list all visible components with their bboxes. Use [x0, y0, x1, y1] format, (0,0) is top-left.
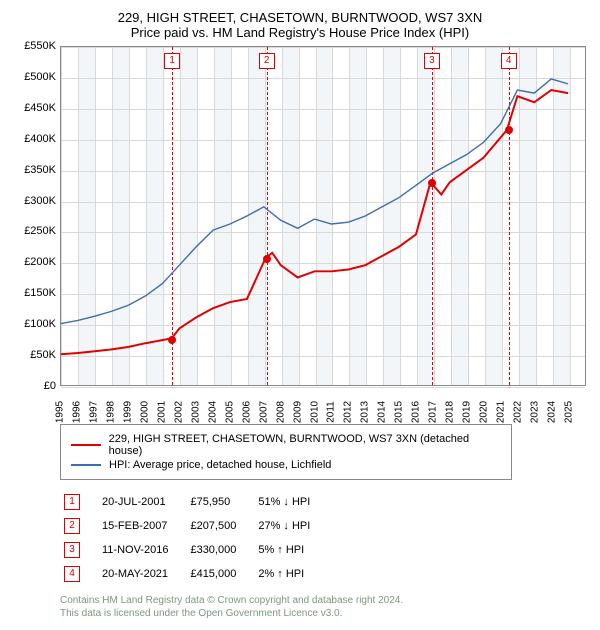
- x-tick-label: 1997: [88, 401, 99, 423]
- x-tick-label: 2016: [411, 401, 422, 423]
- x-tick-label: 2011: [326, 401, 337, 423]
- x-tick-label: 2009: [292, 401, 303, 423]
- y-tick-label: £400K: [24, 133, 56, 145]
- sales-row-date: 11-NOV-2016: [98, 538, 186, 562]
- sales-table-row: 3 11-NOV-2016£330,0005% ↑ HPI: [60, 538, 328, 562]
- chart-marker-4: 4: [501, 53, 517, 69]
- y-tick-label: £250K: [24, 225, 56, 237]
- sales-row-price: £330,000: [186, 538, 254, 562]
- sales-table-row: 4 20-MAY-2021£415,0002% ↑ HPI: [60, 562, 328, 586]
- footer-attribution: Contains HM Land Registry data © Crown c…: [60, 594, 590, 620]
- sales-row-marker: 4: [64, 566, 80, 582]
- footer-line-2: This data is licensed under the Open Gov…: [60, 607, 590, 620]
- legend-item: HPI: Average price, detached house, Lich…: [71, 459, 501, 471]
- x-tick-label: 2018: [445, 401, 456, 423]
- x-tick-label: 2013: [360, 401, 371, 423]
- y-tick-label: £500K: [24, 71, 56, 83]
- sales-row-price: £415,000: [186, 562, 254, 586]
- sales-row-delta: 51% ↓ HPI: [254, 490, 328, 514]
- chart-title-block: 229, HIGH STREET, CHASETOWN, BURNTWOOD, …: [10, 10, 590, 40]
- x-tick-label: 2017: [428, 401, 439, 423]
- sales-table: 1 20-JUL-2001£75,95051% ↓ HPI 2 15-FEB-2007…: [60, 490, 328, 586]
- x-tick-label: 1999: [122, 401, 133, 423]
- sales-row-price: £207,500: [186, 514, 254, 538]
- chart-marker-3: 3: [424, 53, 440, 69]
- sales-row-price: £75,950: [186, 490, 254, 514]
- x-tick-label: 2023: [530, 401, 541, 423]
- x-tick-label: 2020: [479, 401, 490, 423]
- legend-label: 229, HIGH STREET, CHASETOWN, BURNTWOOD, …: [109, 433, 501, 457]
- series-hpi: [61, 79, 568, 324]
- legend-item: 229, HIGH STREET, CHASETOWN, BURNTWOOD, …: [71, 433, 501, 457]
- sale-dot: [263, 255, 271, 263]
- x-tick-label: 2024: [547, 401, 558, 423]
- sales-row-delta: 5% ↑ HPI: [254, 538, 328, 562]
- chart-lines-svg: [61, 47, 585, 385]
- x-tick-label: 1998: [105, 401, 116, 423]
- x-tick-label: 1995: [55, 401, 66, 423]
- legend-swatch: [71, 464, 101, 466]
- y-tick-label: £150K: [24, 287, 56, 299]
- y-tick-label: £550K: [24, 40, 56, 52]
- y-tick-label: £350K: [24, 164, 56, 176]
- x-tick-label: 2007: [258, 401, 269, 423]
- x-tick-label: 2014: [377, 401, 388, 423]
- sale-dot: [168, 336, 176, 344]
- chart-marker-2: 2: [259, 53, 275, 69]
- x-tick-label: 2019: [462, 401, 473, 423]
- y-tick-label: £200K: [24, 256, 56, 268]
- sales-row-marker: 3: [64, 542, 80, 558]
- sales-table-row: 2 15-FEB-2007£207,50027% ↓ HPI: [60, 514, 328, 538]
- x-tick-label: 2015: [394, 401, 405, 423]
- chart-marker-1: 1: [164, 53, 180, 69]
- sale-dot: [505, 126, 513, 134]
- y-tick-label: £100K: [24, 318, 56, 330]
- sales-row-delta: 27% ↓ HPI: [254, 514, 328, 538]
- series-property: [61, 90, 568, 354]
- y-tick-label: £300K: [24, 195, 56, 207]
- x-tick-label: 2008: [275, 401, 286, 423]
- sales-row-marker: 2: [64, 518, 80, 534]
- x-tick-label: 2021: [496, 401, 507, 423]
- title-line-2: Price paid vs. HM Land Registry's House …: [10, 25, 590, 40]
- x-tick-label: 2002: [173, 401, 184, 423]
- x-tick-label: 2003: [190, 401, 201, 423]
- x-tick-label: 2000: [139, 401, 150, 423]
- sales-row-marker: 1: [64, 494, 80, 510]
- x-tick-label: 2025: [564, 401, 575, 423]
- chart-area: £0 £50K £100K £150K £200K £250K £300K £350K £400…: [10, 46, 590, 416]
- plot-area: 1 2 3 4: [60, 46, 586, 386]
- x-tick-label: 1996: [71, 401, 82, 423]
- x-tick-label: 2022: [513, 401, 524, 423]
- y-tick-label: £0: [44, 380, 56, 392]
- sales-row-date: 20-JUL-2001: [98, 490, 186, 514]
- x-tick-label: 2004: [207, 401, 218, 423]
- legend-label: HPI: Average price, detached house, Lich…: [109, 459, 331, 471]
- y-tick-label: £50K: [30, 349, 56, 361]
- x-tick-label: 2005: [224, 401, 235, 423]
- footer-line-1: Contains HM Land Registry data © Crown c…: [60, 594, 590, 607]
- legend-box: 229, HIGH STREET, CHASETOWN, BURNTWOOD, …: [60, 424, 512, 480]
- x-axis-labels: 1995199619971998199920002001200220032004…: [60, 386, 586, 416]
- sales-row-date: 15-FEB-2007: [98, 514, 186, 538]
- x-tick-label: 2006: [241, 401, 252, 423]
- y-axis-labels: £0£50K£100K£150K£200K£250K£300K£350K£400…: [10, 46, 58, 386]
- x-tick-label: 2010: [309, 401, 320, 423]
- y-tick-label: £450K: [24, 102, 56, 114]
- legend-swatch: [71, 444, 101, 446]
- title-line-1: 229, HIGH STREET, CHASETOWN, BURNTWOOD, …: [10, 10, 590, 25]
- sales-table-row: 1 20-JUL-2001£75,95051% ↓ HPI: [60, 490, 328, 514]
- x-tick-label: 2001: [156, 401, 167, 423]
- sale-dot: [428, 179, 436, 187]
- sales-row-delta: 2% ↑ HPI: [254, 562, 328, 586]
- x-tick-label: 2012: [343, 401, 354, 423]
- sales-row-date: 20-MAY-2021: [98, 562, 186, 586]
